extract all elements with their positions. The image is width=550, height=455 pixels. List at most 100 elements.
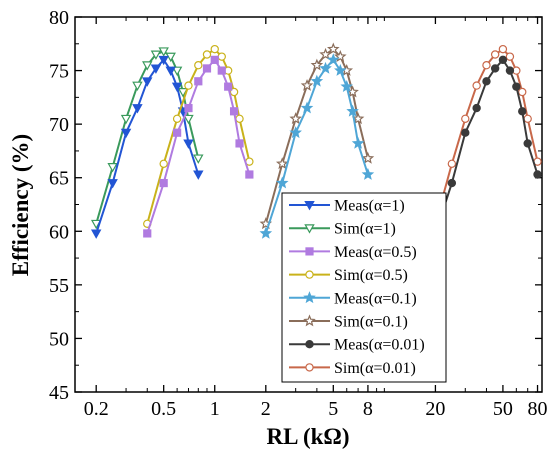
data-point [210, 55, 219, 64]
data-point [172, 114, 182, 123]
data-point [173, 128, 182, 137]
data-point [523, 139, 532, 148]
axis-ticks: 45 50 55 60 65 70 75 80 0.2 0.5 1 2 5 8 20 50 80 [49, 7, 548, 420]
data-point [447, 159, 457, 168]
data-point [217, 66, 226, 75]
legend-label: Sim(α=0.1) [334, 314, 408, 331]
legend-marker [304, 201, 315, 211]
data-point [150, 50, 162, 60]
legend-marker [305, 363, 314, 372]
y-tick-label: 45 [49, 382, 69, 404]
data-point [210, 44, 219, 54]
data-point [461, 114, 470, 123]
legend-label: Sim(α=0.01) [334, 360, 416, 377]
series-line [95, 50, 200, 225]
data-point [327, 42, 340, 55]
data-point [107, 163, 118, 173]
legend-label: Meas(α=0.1) [334, 290, 417, 307]
data-point [310, 58, 324, 71]
legend-marker [303, 291, 316, 304]
data-point [289, 112, 302, 125]
data-point [259, 226, 273, 239]
data-point [171, 82, 183, 93]
x-tick-label: 0.2 [84, 398, 109, 420]
data-point [235, 139, 244, 148]
data-point [159, 178, 168, 188]
y-tick-label: 65 [49, 168, 69, 190]
data-point [310, 74, 324, 87]
series-layer [90, 42, 542, 239]
x-tick-label: 20 [425, 398, 445, 420]
data-point [340, 80, 354, 92]
data-point [512, 82, 521, 91]
legend-entry: Meas(α=0.01) [289, 337, 425, 354]
y-tick-label: 60 [49, 221, 69, 243]
data-point [518, 87, 527, 97]
data-point [447, 178, 457, 188]
data-point [224, 82, 233, 91]
legend-entry: Meas(α=0.1) [289, 290, 417, 307]
data-point [143, 229, 152, 238]
legend-entry: Sim(α=0.1) [289, 314, 408, 331]
data-point [184, 103, 193, 113]
data-point [158, 47, 169, 57]
data-point [132, 81, 143, 92]
data-point [132, 104, 143, 114]
data-point [490, 64, 500, 73]
data-point [217, 52, 226, 61]
legend-marker [303, 314, 316, 327]
legend-entry: Meas(α=0.5) [289, 244, 417, 261]
y-tick-label: 55 [49, 275, 69, 297]
data-point [334, 63, 347, 76]
data-point [183, 114, 194, 125]
data-point [275, 157, 289, 170]
x-tick-label: 5 [328, 398, 338, 420]
data-point [120, 114, 132, 125]
data-point [193, 154, 204, 164]
data-point [120, 128, 132, 139]
series-2 [143, 55, 254, 238]
x-tick-label: 0.5 [151, 398, 176, 420]
legend-entry: Sim(α=1) [289, 221, 396, 238]
legend-marker [304, 224, 315, 234]
data-point [300, 101, 314, 114]
legend-label: Sim(α=0.5) [334, 267, 408, 284]
legend-entry: Meas(α=1) [289, 198, 405, 215]
series-7 [431, 44, 542, 228]
data-point [482, 77, 491, 86]
data-point [319, 47, 332, 60]
data-point [235, 114, 244, 123]
x-tick-label: 50 [493, 398, 513, 420]
legend-label: Sim(α=1) [334, 221, 396, 238]
data-point [202, 64, 212, 73]
data-point [319, 61, 332, 74]
data-point [159, 159, 168, 168]
legend-marker [305, 247, 314, 256]
legend-marker [305, 340, 314, 349]
series-6 [431, 55, 542, 238]
y-tick-label: 80 [49, 7, 69, 29]
data-point [107, 179, 118, 189]
legend-entry: Sim(α=0.5) [289, 267, 408, 284]
data-point [275, 176, 289, 189]
legend-label: Meas(α=0.01) [334, 337, 425, 354]
x-axis-title: RL (kΩ) [267, 424, 350, 449]
series-1 [90, 47, 204, 230]
data-point [346, 104, 359, 117]
data-point [202, 50, 212, 59]
legend-label: Meas(α=1) [334, 198, 405, 215]
data-point [361, 151, 375, 164]
data-point [327, 53, 340, 66]
series-line [434, 47, 539, 225]
data-point [165, 52, 176, 63]
y-axis-title: Efficiency (%) [8, 134, 33, 276]
data-point [472, 103, 481, 113]
series-4 [259, 53, 375, 239]
data-point [334, 50, 347, 62]
legend-marker [305, 270, 314, 279]
data-point [505, 66, 515, 75]
data-point [194, 77, 203, 86]
data-point [194, 61, 203, 70]
